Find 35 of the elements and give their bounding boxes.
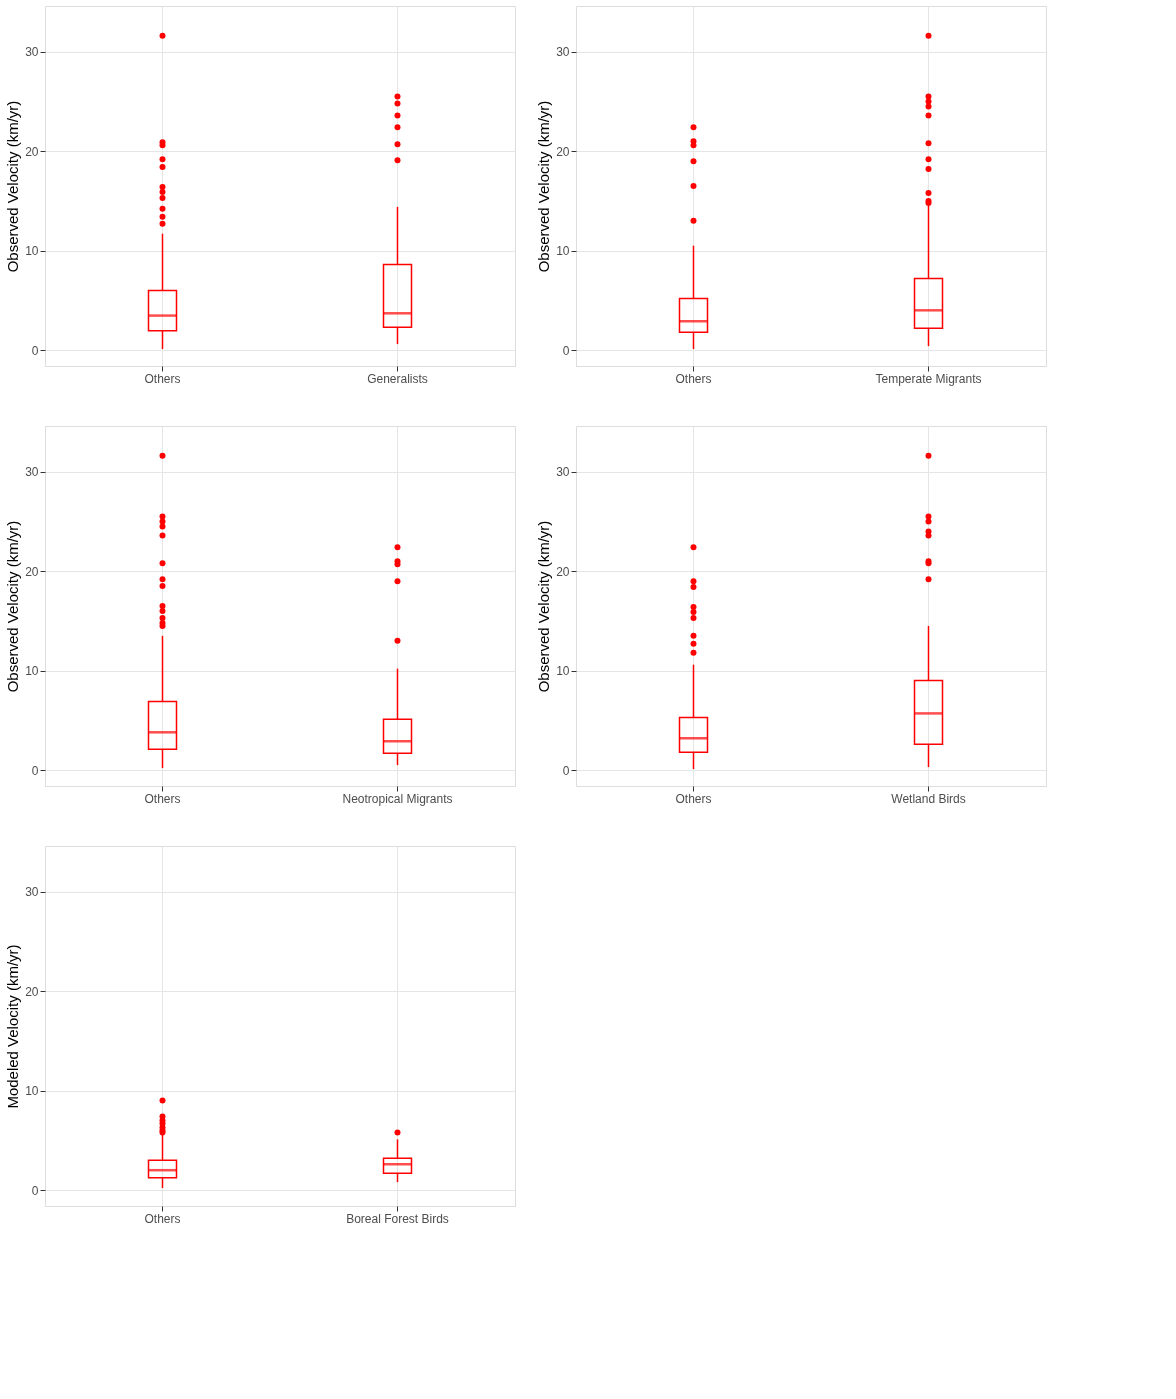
x-tick-label: Temperate Migrants bbox=[875, 371, 982, 386]
y-axis-title: Observed Velocity (km/yr) bbox=[4, 100, 22, 273]
y-tick-label: 10 bbox=[25, 244, 39, 259]
y-tick-label: 20 bbox=[556, 564, 570, 579]
y-axis-title: Observed Velocity (km/yr) bbox=[4, 520, 22, 693]
y-tick-label: 0 bbox=[31, 1183, 39, 1198]
y-tick-label: 20 bbox=[25, 564, 39, 579]
x-tick-label: Generalists bbox=[367, 371, 428, 386]
y-tick-label: 0 bbox=[31, 763, 39, 778]
x-tick-label: Neotropical Migrants bbox=[342, 791, 453, 806]
y-tick-label: 30 bbox=[556, 45, 570, 60]
y-tick-label: 30 bbox=[25, 465, 39, 480]
x-tick-label: Wetland Birds bbox=[891, 791, 966, 806]
x-tick-label: Others bbox=[675, 371, 712, 386]
y-tick-label: 0 bbox=[562, 343, 570, 358]
y-tick-label: 20 bbox=[25, 144, 39, 159]
y-tick-label: 10 bbox=[25, 664, 39, 679]
x-tick-label: Others bbox=[144, 1211, 181, 1226]
x-tick-label: Others bbox=[144, 791, 181, 806]
y-axis-title: Modeled Velocity (km/yr) bbox=[4, 944, 22, 1109]
y-tick-label: 20 bbox=[25, 984, 39, 999]
y-tick-label: 0 bbox=[562, 763, 570, 778]
y-tick-label: 10 bbox=[556, 664, 570, 679]
y-tick-label: 10 bbox=[556, 244, 570, 259]
y-tick-label: 20 bbox=[556, 144, 570, 159]
x-tick-label: Others bbox=[675, 791, 712, 806]
y-axis-title: Observed Velocity (km/yr) bbox=[535, 520, 553, 693]
y-tick-label: 0 bbox=[31, 343, 39, 358]
x-tick-label: Boreal Forest Birds bbox=[346, 1211, 449, 1226]
y-tick-label: 30 bbox=[556, 465, 570, 480]
y-axis-title: Observed Velocity (km/yr) bbox=[535, 100, 553, 273]
y-tick-label: 30 bbox=[25, 45, 39, 60]
x-tick-label: Others bbox=[144, 371, 181, 386]
y-tick-label: 30 bbox=[25, 885, 39, 900]
y-tick-label: 10 bbox=[25, 1084, 39, 1099]
